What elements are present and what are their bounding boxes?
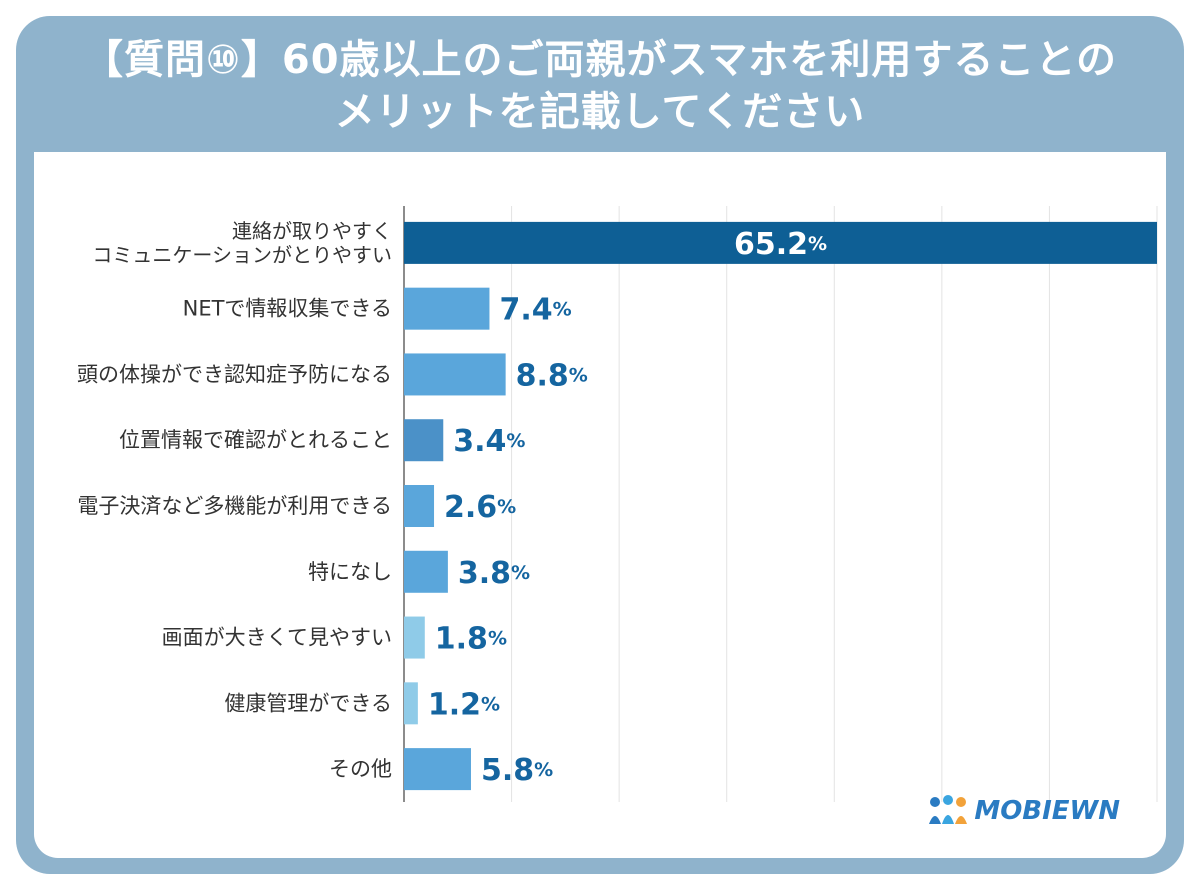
logo-people-icon: [929, 795, 968, 824]
value-label: 65.2%: [734, 226, 827, 261]
value-label: 7.4%: [499, 292, 571, 327]
category-label: 健康管理ができる: [224, 691, 392, 715]
bar: [404, 616, 425, 659]
category-label: 頭の体操ができ認知症予防になる: [77, 362, 392, 386]
value-label: 3.8%: [458, 555, 530, 590]
category-label: 特になし: [308, 560, 392, 584]
bar: [404, 485, 435, 527]
logo-text: MOBIEWN: [974, 796, 1120, 826]
category-label: 連絡が取りやすく: [232, 219, 392, 243]
value-label: 1.8%: [435, 621, 507, 656]
value-label: 1.2%: [428, 687, 500, 722]
value-label: 3.4%: [453, 424, 525, 459]
bar: [404, 221, 1157, 264]
category-label: 位置情報で確認がとれること: [119, 428, 392, 452]
bar: [404, 748, 471, 791]
category-label: 電子決済など多機能が利用できる: [77, 494, 392, 518]
bar: [404, 682, 418, 725]
bar: [404, 419, 444, 462]
bar: [404, 353, 506, 396]
bar: [404, 550, 448, 593]
category-label: その他: [329, 757, 392, 781]
category-label: コミュニケーションがとりやすい: [92, 243, 392, 267]
mobiewn-logo: MOBIEWN: [926, 794, 1120, 828]
title-line-1: 【質問⑩】60歳以上のご両親がスマホを利用することの: [83, 37, 1117, 83]
value-label: 5.8%: [481, 753, 553, 788]
title-line-2: メリットを記載してください: [334, 89, 866, 135]
value-label: 2.6%: [444, 490, 516, 525]
bar: [404, 287, 490, 330]
chart-panel: 連絡が取りやすく コミュニケーションがとりやすい 65.2% NETで情報収集できる 7…: [34, 152, 1166, 858]
category-label: NETで情報収集できる: [183, 297, 392, 321]
category-label: 画面が大きくて見やすい: [162, 626, 392, 650]
chart-title: 【質問⑩】60歳以上のご両親がスマホを利用することの メリットを記載してください: [16, 16, 1184, 156]
value-label: 8.8%: [516, 358, 588, 393]
